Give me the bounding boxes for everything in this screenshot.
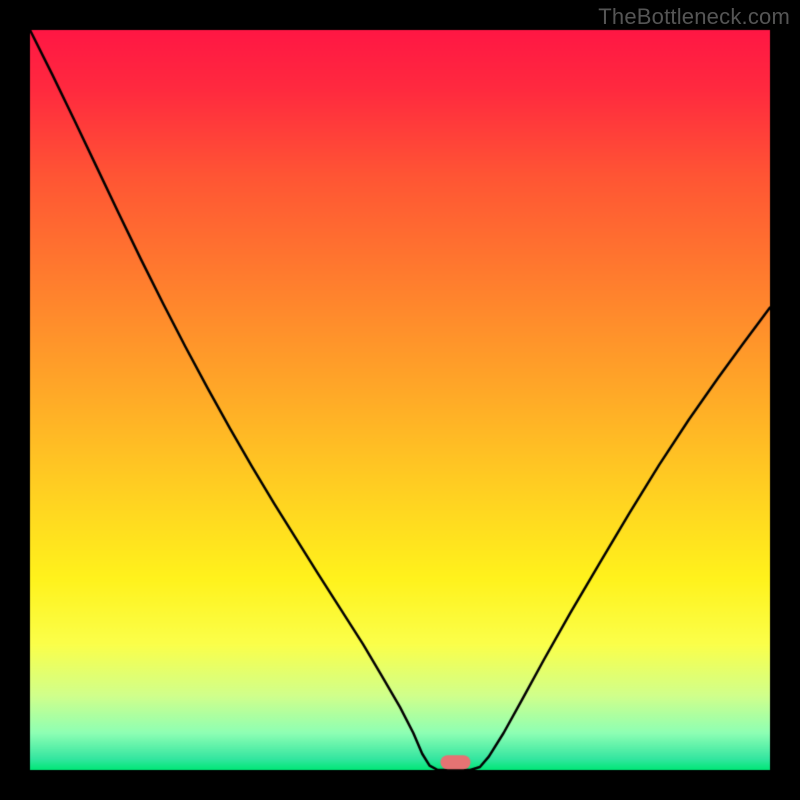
bottleneck-curve-chart: [0, 0, 800, 800]
chart-stage: TheBottleneck.com: [0, 0, 800, 800]
watermark-text: TheBottleneck.com: [598, 4, 790, 30]
